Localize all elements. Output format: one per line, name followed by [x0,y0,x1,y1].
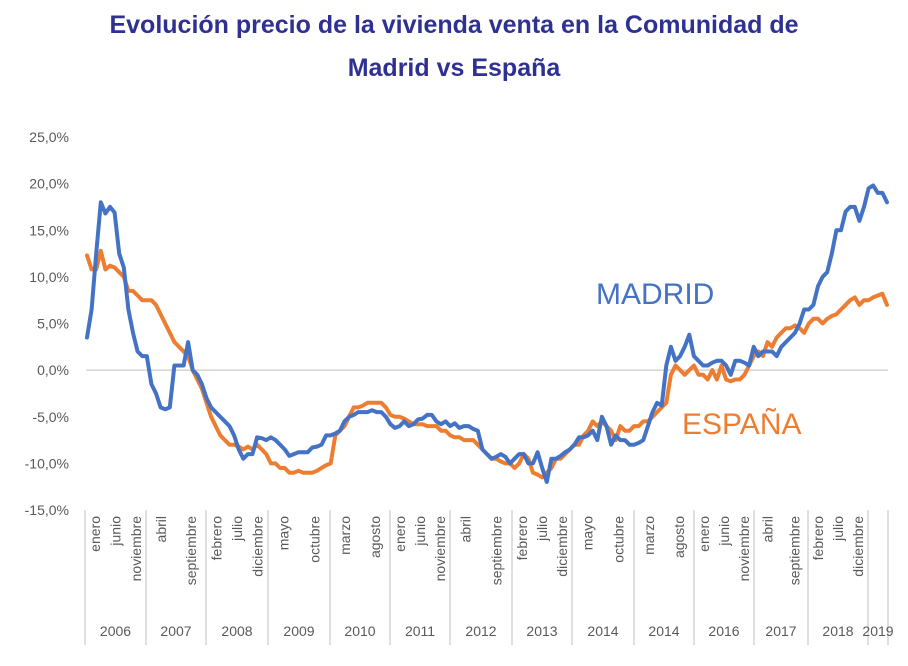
x-month-label: agosto [367,516,383,558]
chart-title-line-1: Evolución precio de la vivienda venta en… [109,11,799,39]
x-month-label: febrero [810,516,826,561]
x-year-label: 2018 [822,623,853,639]
x-month-label: junio [716,516,732,547]
y-tick-label: 15,0% [29,222,69,238]
x-year-label: 2012 [465,623,496,639]
x-month-label: octubre [307,516,323,563]
x-month-label: enero [87,516,103,552]
x-year-label: 2006 [100,623,131,639]
x-month-label: abril [458,516,474,542]
chart-title: Evolución precio de la vivienda venta en… [0,4,908,90]
x-year-label: 2014 [587,623,618,639]
x-month-label: noviembre [432,516,448,582]
x-year-label: 2016 [708,623,739,639]
series-label-madrid: MADRID [596,278,714,311]
chart-title-line-2: Madrid vs España [347,54,561,82]
x-month-label: febrero [514,516,530,561]
y-tick-label: 25,0% [29,129,69,145]
x-year-label: 2019 [862,623,893,639]
x-month-label: octubre [611,516,627,563]
y-tick-label: 5,0% [37,316,69,332]
x-month-label: diciembre [554,516,570,577]
x-month-label: mayo [580,516,596,550]
x-month-label: abril [760,516,776,542]
x-month-label: mayo [276,516,292,550]
x-month-label: febrero [208,516,224,561]
x-month-label: junio [108,516,124,547]
series-line-espana [85,248,889,480]
x-year-label: 2011 [405,623,435,639]
x-month-label: abril [153,516,169,542]
x-month-label: julio [229,516,245,542]
y-tick-label: 0,0% [37,362,69,378]
x-month-label: noviembre [736,516,752,582]
x-month-label: marzo [641,516,657,555]
x-month-label: agosto [671,516,687,558]
x-month-label: enero [696,516,712,552]
x-month-label: enero [392,516,408,552]
y-tick-label: -5,0% [32,409,69,425]
x-month-label: noviembre [128,516,144,582]
x-month-label: julio [534,516,550,542]
x-year-label: 2013 [526,623,557,639]
series-label-espana: ESPAÑA [682,407,802,441]
x-month-label: diciembre [250,516,266,577]
x-month-label: junio [412,516,428,547]
x-year-label: 2008 [221,623,252,639]
x-year-label: 2014 [648,623,679,639]
x-month-label: septiembre [183,516,199,585]
x-month-label: septiembre [787,516,803,585]
x-month-label: marzo [337,516,353,555]
y-tick-label: -15,0% [25,502,69,518]
y-axis: -15,0% -10,0% -5,0% 0,0% 5,0% 10,0% 15,0% 20,0%… [25,129,69,518]
y-tick-label: 20,0% [29,176,69,192]
y-tick-label: 10,0% [29,269,69,285]
x-month-label: septiembre [489,516,505,585]
series-layer [85,183,889,484]
series-line-madrid [85,183,889,484]
x-year-label: 2017 [765,623,796,639]
x-month-label: diciembre [850,516,866,577]
x-year-label: 2009 [283,623,314,639]
x-month-label: julio [830,516,846,542]
x-year-label: 2010 [344,623,375,639]
x-year-label: 2007 [160,623,191,639]
y-tick-label: -10,0% [25,455,69,471]
